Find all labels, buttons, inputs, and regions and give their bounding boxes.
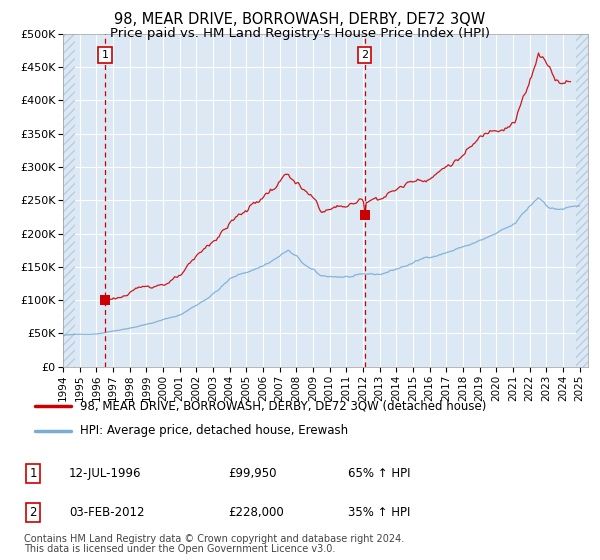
Bar bbox=[63, 34, 74, 367]
Bar bbox=[577, 34, 588, 367]
Text: Contains HM Land Registry data © Crown copyright and database right 2024.: Contains HM Land Registry data © Crown c… bbox=[24, 534, 404, 544]
Text: 98, MEAR DRIVE, BORROWASH, DERBY, DE72 3QW (detached house): 98, MEAR DRIVE, BORROWASH, DERBY, DE72 3… bbox=[80, 400, 486, 413]
Text: This data is licensed under the Open Government Licence v3.0.: This data is licensed under the Open Gov… bbox=[24, 544, 335, 554]
Text: 98, MEAR DRIVE, BORROWASH, DERBY, DE72 3QW: 98, MEAR DRIVE, BORROWASH, DERBY, DE72 3… bbox=[115, 12, 485, 27]
Text: 65% ↑ HPI: 65% ↑ HPI bbox=[348, 466, 410, 480]
Text: 2: 2 bbox=[29, 506, 37, 519]
Text: 1: 1 bbox=[29, 466, 37, 480]
Text: HPI: Average price, detached house, Erewash: HPI: Average price, detached house, Erew… bbox=[80, 424, 348, 437]
Text: £99,950: £99,950 bbox=[228, 466, 277, 480]
Text: 03-FEB-2012: 03-FEB-2012 bbox=[69, 506, 145, 519]
Text: Price paid vs. HM Land Registry's House Price Index (HPI): Price paid vs. HM Land Registry's House … bbox=[110, 27, 490, 40]
Text: 35% ↑ HPI: 35% ↑ HPI bbox=[348, 506, 410, 519]
Text: 1: 1 bbox=[101, 50, 109, 60]
Text: 12-JUL-1996: 12-JUL-1996 bbox=[69, 466, 142, 480]
Text: 2: 2 bbox=[361, 50, 368, 60]
Text: £228,000: £228,000 bbox=[228, 506, 284, 519]
